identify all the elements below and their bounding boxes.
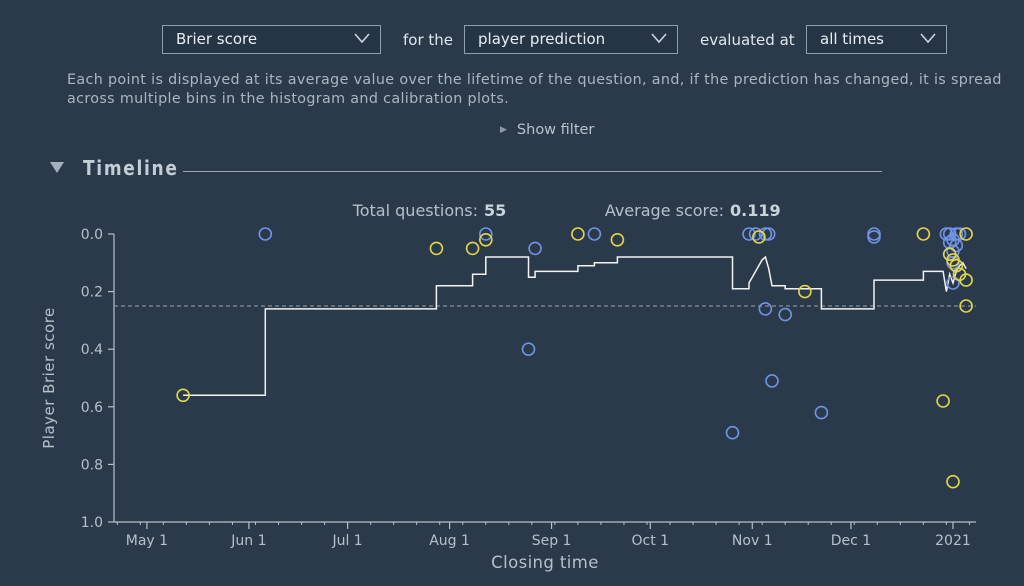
x-tick-label: Sep 1: [532, 533, 572, 549]
yellow-data-point: [959, 227, 973, 241]
blue-data-point: [748, 227, 763, 241]
x-tick-label: Jul 1: [331, 533, 362, 549]
blue-data-point: [528, 241, 542, 256]
times-select-value: all times: [820, 30, 884, 48]
y-axis-label: Player Brier score: [40, 307, 58, 449]
prediction-select[interactable]: player prediction: [464, 25, 678, 54]
blue-data-point: [952, 227, 967, 241]
average-score-value: 0.119: [730, 201, 781, 220]
average-score-label: Average score:: [605, 201, 724, 220]
blue-data-point: [478, 227, 493, 241]
blue-data-point: [758, 227, 773, 241]
x-tick-label: Nov 1: [732, 533, 773, 549]
blue-data-point: [765, 374, 779, 388]
yellow-data-point: [946, 474, 960, 489]
y-tick-label: 0.4: [81, 342, 103, 358]
y-tick-label: 0.0: [81, 227, 103, 243]
blue-data-point: [725, 425, 740, 440]
yellow-data-point: [798, 284, 812, 299]
blue-data-point: [867, 227, 881, 241]
chevron-down-icon: [920, 33, 936, 44]
yellow-data-point: [429, 241, 444, 256]
triangle-down-icon: [50, 162, 64, 173]
yellow-data-point: [571, 227, 585, 241]
x-tick-label: Jun 1: [230, 533, 266, 549]
chevron-down-icon: [354, 33, 370, 44]
triangle-right-icon: ▶: [500, 125, 507, 135]
yellow-data-point: [752, 230, 766, 244]
y-tick-label: 0.2: [81, 285, 103, 301]
yellow-data-point: [465, 241, 480, 256]
yellow-data-point: [959, 273, 973, 287]
times-select[interactable]: all times: [806, 25, 947, 54]
x-tick-label: 2021: [935, 533, 971, 549]
blue-data-point: [521, 342, 536, 357]
prediction-select-value: player prediction: [478, 30, 606, 48]
description-text: Each point is displayed at its average v…: [67, 72, 1002, 107]
blue-data-point: [814, 405, 829, 420]
for-label: for the: [403, 31, 454, 49]
total-questions-value: 55: [484, 201, 506, 220]
yellow-data-point: [916, 227, 931, 241]
x-tick-label: May 1: [126, 533, 168, 549]
blue-data-point: [867, 230, 881, 244]
section-divider: [183, 171, 882, 172]
yellow-data-point: [949, 258, 964, 273]
y-tick-label: 0.6: [81, 400, 103, 416]
yellow-data-point: [176, 388, 190, 403]
x-axis-label: Closing time: [491, 553, 599, 572]
x-tick-label: Aug 1: [429, 533, 470, 549]
yellow-data-point: [610, 233, 625, 247]
blue-data-point: [587, 227, 602, 241]
blue-data-point: [778, 307, 793, 322]
yellow-data-point: [478, 233, 493, 247]
section-title: Timeline: [83, 156, 179, 180]
total-questions-label: Total questions:: [352, 201, 478, 220]
running-average-line: [183, 255, 967, 397]
blue-data-point: [742, 227, 756, 241]
metric-select[interactable]: Brier score: [162, 25, 381, 54]
chevron-down-icon: [651, 33, 667, 44]
yellow-data-point: [959, 299, 973, 313]
show-filter-label: Show filter: [516, 122, 595, 138]
blue-data-point: [258, 227, 273, 241]
blue-data-point: [758, 302, 773, 316]
show-filter-toggle[interactable]: ▶ Show filter: [500, 122, 594, 138]
evaluated-label: evaluated at: [700, 31, 795, 49]
y-tick-label: 0.8: [81, 457, 103, 473]
blue-data-point: [761, 227, 776, 241]
metric-select-value: Brier score: [176, 30, 258, 48]
y-tick-label: 1.0: [81, 515, 103, 531]
blue-data-point: [946, 276, 960, 290]
yellow-data-point: [936, 394, 950, 408]
x-tick-label: Oct 1: [631, 533, 669, 549]
x-tick-label: Dec 1: [831, 533, 871, 549]
